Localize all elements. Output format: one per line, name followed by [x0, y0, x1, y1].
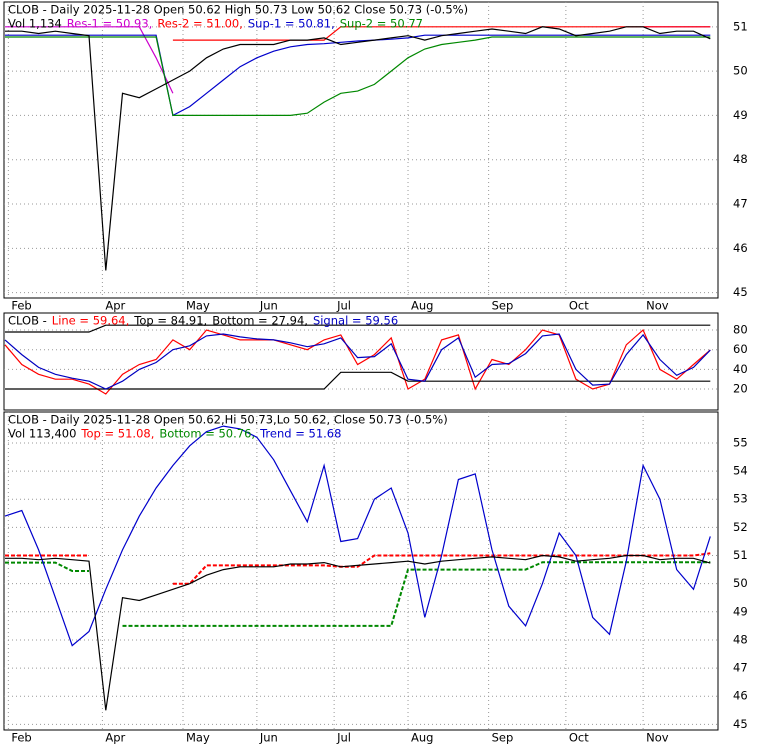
y-tick-label: 49 — [733, 604, 748, 618]
panel-frame — [3, 312, 719, 411]
x-tick-label: Aug — [411, 299, 433, 313]
x-tick-label: Sep — [492, 299, 514, 313]
x-tick-label: Jul — [336, 731, 351, 745]
x-tick-label: Sep — [492, 731, 514, 745]
x-tick-label: Apr — [105, 299, 125, 313]
series-line — [5, 561, 711, 627]
legend-entry: Sup-1 = 50.81, — [248, 17, 335, 31]
legend-entry: Top = 51.08, — [80, 427, 154, 441]
series-line — [4, 425, 711, 647]
chart-title: CLOB - Daily 2025-11-28 Open 50.62 High … — [8, 3, 468, 17]
x-tick-label: Aug — [411, 731, 433, 745]
legend-entry: Sup-2 = 50.77 — [340, 17, 423, 31]
subtitle: CLOB - — [8, 314, 47, 328]
series-line — [5, 371, 711, 390]
legend-entry: Bottom = 27.94, — [212, 314, 308, 328]
legend-entry: Res-2 = 51.00, — [157, 17, 243, 31]
x-tick-label: Jul — [336, 299, 351, 313]
y-tick-label: 45 — [733, 717, 748, 731]
y-tick-label: 47 — [733, 661, 748, 675]
y-tick-label: 49 — [733, 108, 748, 122]
series-line — [5, 552, 711, 585]
x-tick-label: Nov — [646, 731, 669, 745]
x-tick-label: Apr — [105, 731, 125, 745]
series-line — [5, 324, 711, 333]
y-tick-label: 48 — [733, 152, 748, 166]
y-tick-label: 45 — [733, 285, 748, 299]
x-tick-label: Oct — [569, 731, 589, 745]
legend-entry: Top = 84.91, — [133, 314, 207, 328]
legend-entry: Line = 59.64, — [52, 314, 130, 328]
y-tick-label: 52 — [733, 520, 748, 534]
price-line — [5, 554, 711, 711]
series-line — [5, 36, 711, 116]
legend-entry: Bottom = 50.76, — [159, 427, 255, 441]
panel-frame — [3, 1, 719, 299]
x-tick-label: Jun — [259, 731, 278, 745]
y-tick-label: 48 — [733, 632, 748, 646]
x-tick-label: Oct — [569, 299, 589, 313]
x-tick-label: Feb — [11, 299, 31, 313]
y-tick-label: 55 — [733, 435, 748, 449]
x-tick-label: Feb — [11, 731, 31, 745]
subtitle: Vol 1,134 — [8, 17, 62, 31]
legend-entry: Trend = 51.68 — [259, 427, 341, 441]
y-tick-label: 51 — [733, 548, 748, 562]
legend-entry: Res-1 = 50.93, — [67, 17, 153, 31]
x-tick-label: Jun — [259, 299, 278, 313]
price-line — [5, 26, 711, 271]
y-tick-label: 47 — [733, 197, 748, 211]
y-tick-label: 46 — [733, 241, 748, 255]
y-tick-label: 80 — [733, 323, 748, 337]
y-tick-label: 46 — [733, 689, 748, 703]
chart-title: CLOB - Daily 2025-11-28 Open 50.62,Hi 50… — [8, 413, 448, 427]
y-tick-label: 50 — [733, 64, 748, 78]
x-tick-label: Nov — [646, 299, 669, 313]
y-tick-label: 40 — [733, 362, 748, 376]
y-tick-label: 53 — [733, 492, 748, 506]
legend-entry: Signal = 59.56 — [313, 314, 398, 328]
series-line — [5, 34, 711, 117]
y-tick-label: 54 — [733, 464, 748, 478]
series-line — [172, 26, 711, 41]
y-tick-label: 20 — [733, 382, 748, 396]
y-tick-label: 60 — [733, 342, 748, 356]
y-tick-label: 50 — [733, 576, 748, 590]
panel-frame — [3, 411, 719, 731]
series-line — [4, 333, 711, 390]
y-tick-label: 51 — [733, 19, 748, 33]
series-line — [4, 329, 711, 395]
x-tick-label: May — [186, 299, 210, 313]
x-tick-label: May — [186, 731, 210, 745]
subtitle: Vol 113,400 — [8, 427, 76, 441]
